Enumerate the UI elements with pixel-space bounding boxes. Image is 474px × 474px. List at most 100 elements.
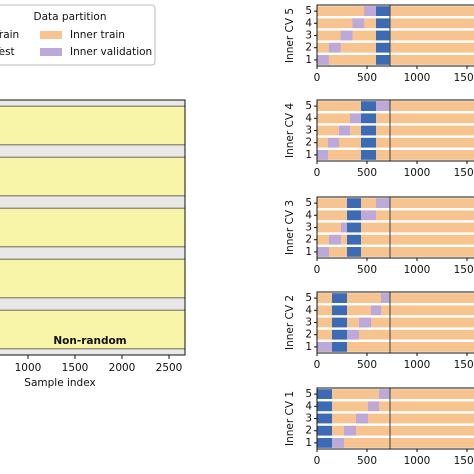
y-tick-label: 4 <box>305 17 312 29</box>
legend-label: Inner train <box>70 29 125 41</box>
axes-frame <box>316 196 474 259</box>
inner-train-bar <box>317 150 474 160</box>
validation-block <box>356 413 368 424</box>
y-tick-label: 5 <box>305 5 312 17</box>
y-tick-label: 4 <box>305 400 312 412</box>
inner-train-bar <box>317 30 474 41</box>
x-tick-label: 500 <box>357 72 377 84</box>
inner-train-bar <box>317 329 474 340</box>
y-tick-label: 5 <box>305 388 312 400</box>
axes-frame <box>316 387 474 450</box>
y-tick-label: 2 <box>305 425 312 437</box>
x-tick-label: 0 <box>314 72 321 84</box>
legend-swatch <box>40 31 62 39</box>
test-block <box>317 425 332 436</box>
test-block <box>347 234 361 245</box>
y-axis-label: Inner CV 3 <box>284 200 296 255</box>
y-tick-label: 2 <box>305 137 312 149</box>
legend-title: Data partition <box>34 11 107 23</box>
y-tick-label: 2 <box>305 42 312 54</box>
x-tick-label: 0 <box>314 167 321 179</box>
validation-block <box>371 305 381 316</box>
y-tick-label: 1 <box>305 54 312 66</box>
y-tick-label: 4 <box>305 304 312 316</box>
inner-train-bar <box>317 55 474 65</box>
x-tick-label: 0 <box>314 359 321 371</box>
x-tick-label: 0 <box>314 455 321 467</box>
inner-train-bar <box>317 222 474 233</box>
validation-block <box>344 425 356 436</box>
test-block <box>376 18 390 29</box>
y-tick-label: 3 <box>305 30 312 42</box>
validation-block <box>317 55 329 65</box>
x-tick-label: 0 <box>314 264 321 276</box>
y-tick-label: 5 <box>305 292 312 304</box>
inner-train-bar <box>317 438 474 448</box>
test-block <box>361 125 376 136</box>
y-tick-label: 3 <box>305 413 312 425</box>
train-bar <box>0 207 186 248</box>
x-tick-label: 1500 <box>454 455 474 467</box>
y-tick-label: 1 <box>305 149 312 161</box>
test-block <box>347 247 361 257</box>
y-tick-label: 4 <box>305 209 312 221</box>
y-tick-label: 1 <box>305 246 312 258</box>
y-tick-label: 2 <box>305 329 312 341</box>
x-tick-label: 1500 <box>454 359 474 371</box>
x-tick-label: 1500 <box>454 167 474 179</box>
x-tick-label: 500 <box>357 359 377 371</box>
inner-train-bar <box>317 247 474 257</box>
x-tick-label: 1000 <box>404 455 431 467</box>
axes-frame <box>316 291 474 354</box>
validation-block <box>376 101 390 111</box>
validation-block <box>341 222 347 233</box>
x-axis-label: Sample index <box>24 377 95 389</box>
train-bar <box>0 156 186 197</box>
inner-train-bar <box>317 137 474 148</box>
y-tick-label: 2 <box>305 234 312 246</box>
legend-swatch <box>40 48 62 56</box>
x-tick-label: 500 <box>357 264 377 276</box>
train-bar <box>0 258 186 299</box>
train-bar <box>0 105 186 146</box>
test-block <box>317 438 332 448</box>
inner-train-bar <box>317 6 474 16</box>
inner-train-bar <box>317 198 474 208</box>
validation-block <box>376 198 390 208</box>
y-tick-label: 1 <box>305 341 312 353</box>
y-tick-label: 4 <box>305 112 312 124</box>
test-block <box>332 305 347 316</box>
validation-block <box>350 113 361 124</box>
x-tick-label: 1000 <box>404 264 431 276</box>
inner-train-bar <box>317 389 474 399</box>
validation-block <box>328 42 341 53</box>
y-tick-label: 5 <box>305 197 312 209</box>
validation-block <box>340 30 353 41</box>
test-block <box>376 55 390 65</box>
legend-box <box>0 4 156 66</box>
x-tick-label: 1000 <box>404 359 431 371</box>
validation-block <box>359 317 371 328</box>
test-block <box>332 293 347 303</box>
inner-train-bar <box>317 42 474 53</box>
test-block <box>361 150 376 160</box>
legend-label: Test <box>0 46 15 58</box>
validation-block <box>317 150 328 160</box>
y-tick-label: 3 <box>305 222 312 234</box>
legend-label: Inner validation <box>70 46 152 58</box>
validation-block <box>361 210 376 221</box>
test-block <box>347 198 361 208</box>
validation-block <box>317 247 329 257</box>
inner-train-bar <box>317 317 474 328</box>
y-tick-label: 1 <box>305 437 312 449</box>
x-tick-label: 1500 <box>62 362 89 374</box>
validation-block <box>329 234 341 245</box>
validation-block <box>317 342 332 352</box>
test-block <box>376 42 390 53</box>
validation-block <box>364 6 376 16</box>
test-block <box>332 342 347 352</box>
inner-train-bar <box>317 113 474 124</box>
y-axis-label: Inner CV 5 <box>284 8 296 63</box>
axes-frame <box>0 99 186 356</box>
